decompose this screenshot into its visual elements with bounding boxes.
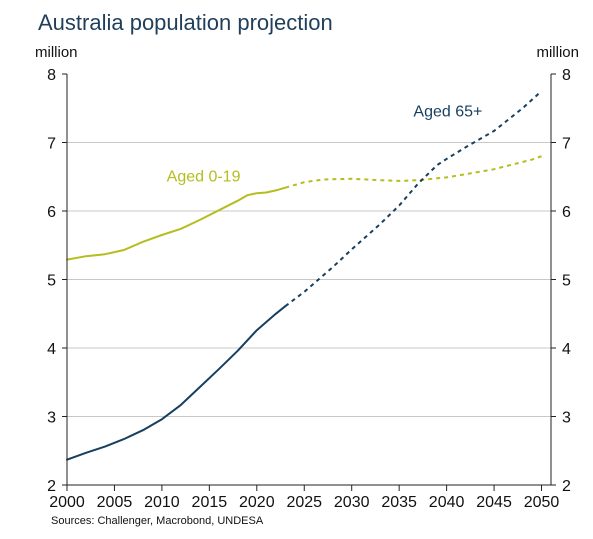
right-axis-unit: million [536, 44, 579, 61]
y-tick-label-left-3: 3 [47, 410, 56, 427]
y-tick-label-left-2: 2 [47, 478, 56, 495]
axes [62, 73, 556, 491]
chart-title: Australia population projection [38, 10, 333, 35]
series-line-aged-65--actual [66, 305, 287, 461]
x-tick-label-2000: 2000 [49, 494, 85, 511]
y-tick-label-right-5: 5 [562, 273, 571, 290]
x-tick-label-2015: 2015 [192, 494, 228, 511]
axis-tick-labels: 2 2 3 3 4 4 5 5 6 6 7 7 8 8 2000 2005 2010 2015 2020 2025 20… [47, 67, 571, 511]
y-tick-label-right-4: 4 [562, 341, 571, 358]
y-tick-label-left-5: 5 [47, 273, 56, 290]
series-line-aged-65--projection [284, 90, 543, 307]
series-label-aged-65-: Aged 65+ [413, 103, 482, 120]
y-tick-label-right-3: 3 [562, 410, 571, 427]
x-tick-label-2005: 2005 [97, 494, 133, 511]
series-line-aged-0-19-projection [285, 155, 542, 189]
x-tick-label-2040: 2040 [429, 494, 465, 511]
left-axis-unit: million [35, 44, 78, 61]
series-label-aged-0-19: Aged 0-19 [167, 169, 241, 186]
x-tick-label-2020: 2020 [239, 494, 275, 511]
x-tick-label-2045: 2045 [476, 494, 512, 511]
y-tick-label-right-8: 8 [562, 67, 571, 84]
series-lines [66, 90, 543, 461]
series-line-aged-0-19-actual [66, 186, 287, 261]
y-tick-label-left-4: 4 [47, 341, 56, 358]
x-tick-label-2035: 2035 [381, 494, 417, 511]
x-tick-label-2050: 2050 [524, 494, 560, 511]
x-tick-label-2030: 2030 [334, 494, 370, 511]
x-tick-label-2025: 2025 [286, 494, 322, 511]
gridlines [67, 142, 551, 417]
y-tick-label-left-6: 6 [47, 204, 56, 221]
y-tick-label-right-2: 2 [562, 478, 571, 495]
series-labels: Aged 0-19 Aged 65+ [167, 103, 483, 185]
y-tick-label-left-7: 7 [47, 136, 56, 153]
x-tick-label-2010: 2010 [144, 494, 180, 511]
y-tick-label-right-6: 6 [562, 204, 571, 221]
y-tick-label-left-8: 8 [47, 67, 56, 84]
source-note: Sources: Challenger, Macrobond, UNDESA [51, 515, 264, 527]
y-tick-label-right-7: 7 [562, 136, 571, 153]
